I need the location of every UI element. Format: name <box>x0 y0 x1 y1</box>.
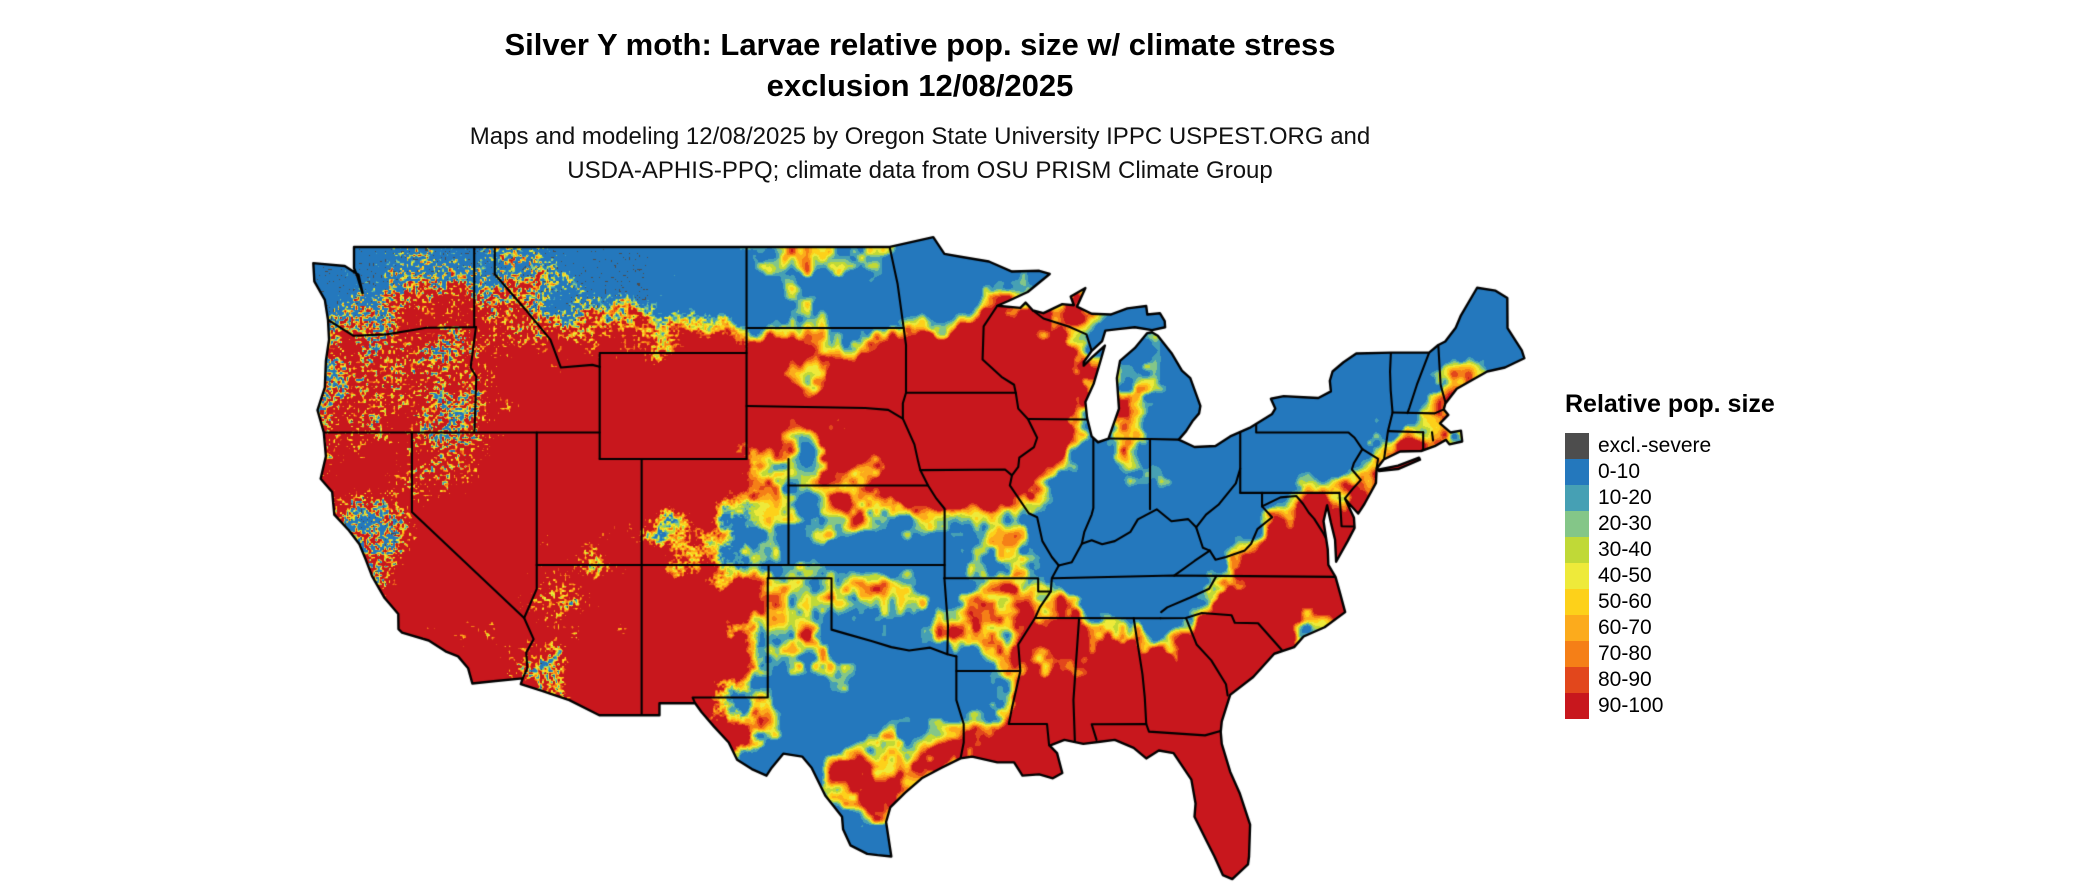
legend-swatch <box>1565 485 1589 511</box>
legend-item: 80-90 <box>1565 667 1775 693</box>
legend-item: 70-80 <box>1565 641 1775 667</box>
legend-item: 0-10 <box>1565 459 1775 485</box>
legend-swatch <box>1565 433 1589 459</box>
legend-swatch <box>1565 589 1589 615</box>
legend-label: 10-20 <box>1598 486 1652 509</box>
map-title: Silver Y moth: Larvae relative pop. size… <box>504 27 1336 103</box>
legend-swatch <box>1565 641 1589 667</box>
legend-swatch <box>1565 459 1589 485</box>
legend-items: excl.-severe 0-10 10-20 20-30 30-40 40-50 50-6… <box>1565 433 1775 719</box>
us-choropleth-map <box>307 235 1526 883</box>
legend-item: 60-70 <box>1565 615 1775 641</box>
legend-item: 20-30 <box>1565 511 1775 537</box>
legend-item: 50-60 <box>1565 589 1775 615</box>
legend-swatch <box>1565 537 1589 563</box>
legend-swatch <box>1565 563 1589 589</box>
legend-item: excl.-severe <box>1565 433 1775 459</box>
legend-swatch <box>1565 667 1589 693</box>
legend-swatch <box>1565 615 1589 641</box>
legend-label: 60-70 <box>1598 616 1652 639</box>
legend-item: 10-20 <box>1565 485 1775 511</box>
legend-label: 40-50 <box>1598 564 1652 587</box>
legend-item: 40-50 <box>1565 563 1775 589</box>
legend-label: 80-90 <box>1598 668 1652 691</box>
legend-label: excl.-severe <box>1598 434 1712 457</box>
legend-label: 90-100 <box>1598 694 1664 717</box>
legend: Relative pop. size excl.-severe 0-10 10-20… <box>1565 390 1775 719</box>
map-subtitle: Maps and modeling 12/08/2025 by Oregon S… <box>469 123 1371 184</box>
legend-label: 20-30 <box>1598 512 1652 535</box>
legend-title: Relative pop. size <box>1565 390 1775 418</box>
legend-label: 50-60 <box>1598 590 1652 613</box>
legend-swatch <box>1565 693 1589 719</box>
legend-item: 30-40 <box>1565 537 1775 563</box>
legend-label: 30-40 <box>1598 538 1652 561</box>
legend-label: 70-80 <box>1598 642 1652 665</box>
legend-label: 0-10 <box>1598 460 1641 483</box>
legend-swatch <box>1565 511 1589 537</box>
legend-item: 90-100 <box>1565 693 1775 719</box>
